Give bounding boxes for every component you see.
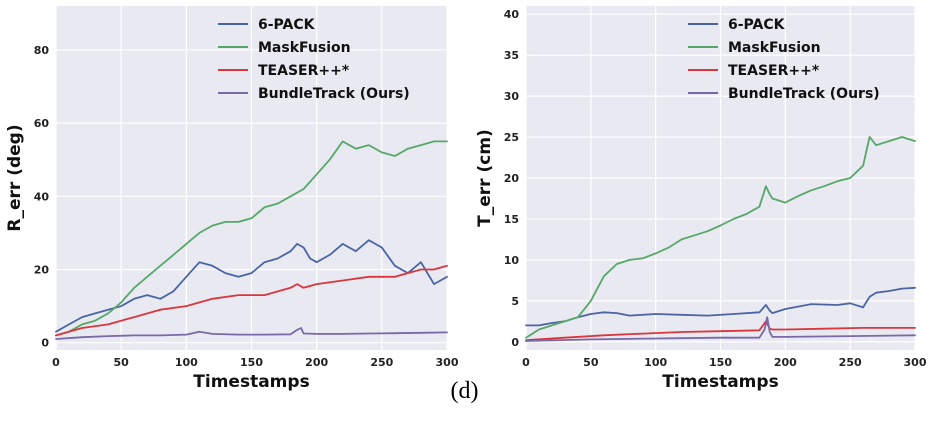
y-tick-label: 20 — [504, 172, 520, 185]
x-tick-label: 0 — [522, 356, 530, 369]
legend-label-6-pack: 6-PACK — [728, 17, 786, 33]
y-tick-label: 40 — [504, 8, 520, 21]
x-tick-label: 250 — [370, 356, 393, 369]
x-tick-label: 200 — [305, 356, 328, 369]
legend-label-bundletrack-ours: BundleTrack (Ours) — [258, 86, 410, 102]
chart-panel-2: 0 50 100 150 200 250 300 0 5 10 15 20 25 30 35 40 Timest… — [475, 6, 927, 392]
y-tick-label: 60 — [34, 117, 50, 130]
x-tick-label: 250 — [839, 356, 862, 369]
y-tick-label: 25 — [504, 131, 519, 144]
y-tick-label: 0 — [41, 337, 49, 350]
x-axis-title: Timestamps — [193, 372, 309, 392]
y-tick-label: 80 — [34, 44, 50, 57]
y-tick-label: 10 — [504, 254, 520, 267]
x-tick-label: 300 — [436, 356, 459, 369]
series-line-bundletrack-ours — [525, 316, 916, 342]
legend-label-maskfusion: MaskFusion — [728, 40, 821, 56]
y-axis-title: T_err (cm) — [475, 129, 495, 227]
series-line-6-pack — [55, 239, 448, 333]
x-tick-label: 50 — [114, 356, 130, 369]
series-line-bundletrack-ours — [55, 327, 448, 340]
y-tick-label: 5 — [511, 295, 519, 308]
x-tick-label: 300 — [904, 356, 927, 369]
legend: 6-PACK MaskFusion TEASER++* BundleTrack (Ou… — [218, 17, 410, 102]
y-axis-title: R_err (deg) — [5, 124, 25, 231]
legend-label-6-pack: 6-PACK — [258, 17, 316, 33]
x-tick-label: 0 — [52, 356, 60, 369]
series-line-6-pack — [525, 286, 916, 327]
series-line-teaser — [55, 264, 448, 337]
legend-label-teaser: TEASER++* — [258, 63, 350, 79]
legend-label-maskfusion: MaskFusion — [258, 40, 351, 56]
legend: 6-PACK MaskFusion TEASER++* BundleTrack (Ou… — [688, 17, 880, 102]
legend-label-bundletrack-ours: BundleTrack (Ours) — [728, 86, 880, 102]
y-tick-label: 30 — [504, 90, 520, 103]
x-tick-label: 150 — [240, 356, 263, 369]
y-tick-label: 20 — [34, 263, 50, 276]
x-tick-label: 50 — [583, 356, 599, 369]
series-line-maskfusion — [525, 136, 916, 339]
y-tick-label: 35 — [504, 49, 519, 62]
y-tick-label: 40 — [34, 190, 50, 203]
x-tick-label: 100 — [644, 356, 667, 369]
chart-panel-1: 0 50 100 150 200 250 300 0 20 40 60 80 Timestamps R_e… — [5, 6, 459, 392]
x-tick-label: 100 — [175, 356, 198, 369]
figure-caption: (d) — [450, 378, 479, 404]
x-tick-label: 200 — [774, 356, 797, 369]
series-line-maskfusion — [55, 140, 448, 337]
series-line-teaser — [525, 320, 916, 342]
y-tick-label: 0 — [511, 336, 519, 349]
y-tick-label: 15 — [504, 213, 519, 226]
x-tick-label: 150 — [709, 356, 732, 369]
legend-label-teaser: TEASER++* — [728, 63, 820, 79]
x-axis-title: Timestamps — [662, 372, 778, 392]
